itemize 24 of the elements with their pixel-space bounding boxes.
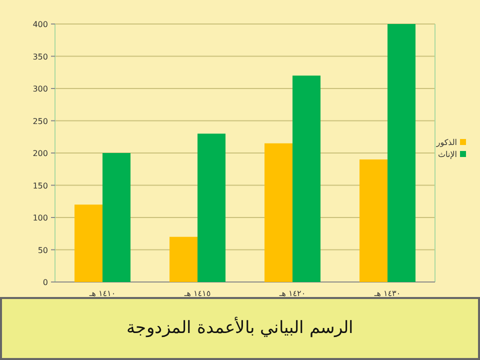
- bar: [360, 159, 388, 282]
- bar: [74, 204, 102, 282]
- legend-label: الإناث: [438, 150, 457, 159]
- x-tick-label: ١٤٣٠ هـ: [373, 289, 401, 298]
- y-tick-label: 350: [32, 52, 48, 62]
- y-tick-label: 300: [32, 84, 48, 94]
- bar: [102, 153, 130, 282]
- bar: [388, 24, 416, 282]
- y-tick-label: 400: [32, 20, 48, 29]
- bar: [292, 76, 320, 282]
- text: الرسم البياني بالأعمدة المزدوجة: [126, 317, 354, 338]
- legend-label: الذكور: [435, 138, 457, 147]
- y-tick-label: 200: [32, 149, 48, 158]
- bar: [264, 143, 292, 282]
- y-tick-label: 50: [38, 246, 48, 255]
- y-tick-label: 0: [42, 278, 48, 287]
- x-tick-label: ١٤١٥ هـ: [183, 289, 211, 298]
- bar: [198, 134, 226, 282]
- x-tick-label: ١٤١٠ هـ: [88, 289, 116, 298]
- y-tick-label: 100: [32, 214, 48, 222]
- x-tick-label: ١٤٢٠ هـ: [278, 289, 306, 298]
- bar: [170, 236, 198, 282]
- y-tick-label: 150: [32, 181, 48, 190]
- y-tick-label: 250: [32, 116, 48, 126]
